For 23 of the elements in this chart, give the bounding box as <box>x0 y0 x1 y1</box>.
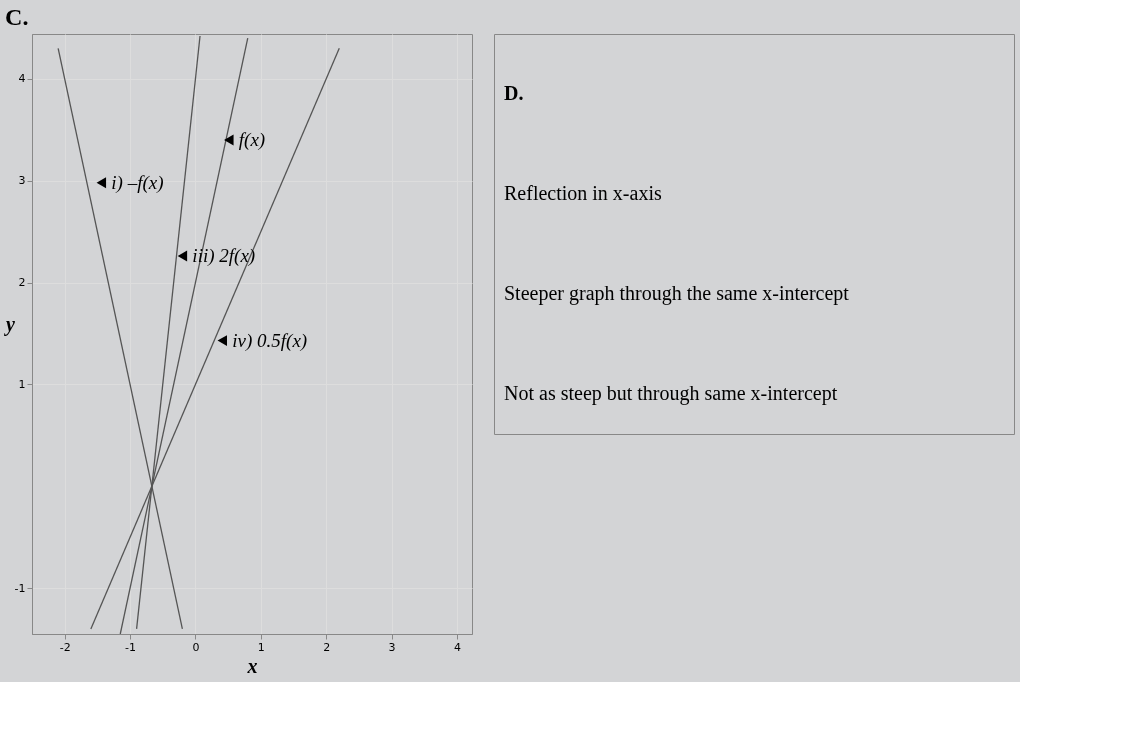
chart-title: C. <box>5 3 29 30</box>
text: D. <box>504 82 524 104</box>
x-tick-label: 0 <box>192 640 200 654</box>
text: Steeper graph through the same x-intercept <box>504 282 850 305</box>
x-tick-label: -1 <box>125 640 137 654</box>
x-tick-label: 4 <box>453 640 461 654</box>
x-axis-title: x <box>246 654 258 677</box>
x-tick-label: 3 <box>388 640 396 654</box>
annotation: f(x) <box>238 128 266 151</box>
y-tick-label: 2 <box>18 276 26 290</box>
x-tick-label: -2 <box>59 640 71 654</box>
y-tick-label: -1 <box>14 581 26 595</box>
text: Reflection in x-axis <box>504 182 662 204</box>
y-tick-label: 1 <box>18 377 26 391</box>
x-tick-label: 1 <box>257 640 265 654</box>
text: Not as steep but through same x-intercept <box>504 382 838 405</box>
annotation: iii) 2f(x) <box>192 245 256 268</box>
annotation: iv) 0.5f(x) <box>232 329 308 352</box>
y-axis-title: y <box>4 312 16 336</box>
x-tick-label: 2 <box>323 640 331 654</box>
annotation: i) –f(x) <box>111 171 164 194</box>
y-tick-label: 4 <box>18 72 26 86</box>
y-tick-label: 3 <box>18 174 26 188</box>
